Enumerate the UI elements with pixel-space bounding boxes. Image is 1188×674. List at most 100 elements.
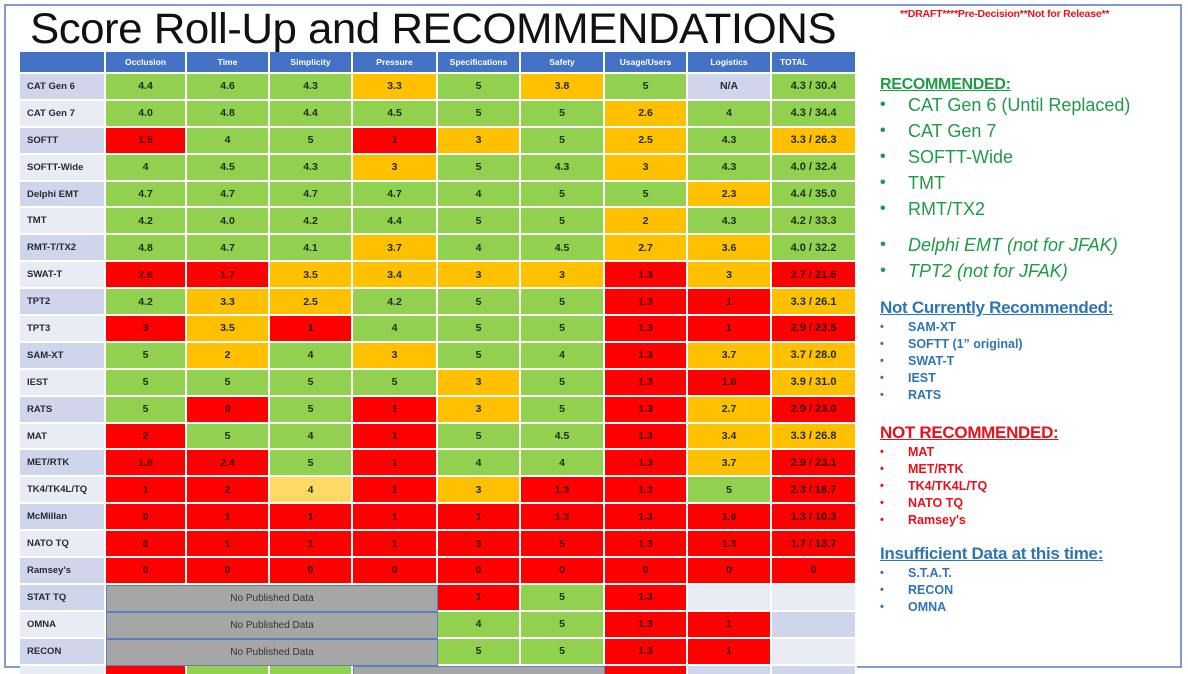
cell-safety: 5 xyxy=(521,611,605,639)
cell-specifications: 5 xyxy=(438,154,521,182)
cell-logistics-empty xyxy=(688,584,772,612)
cell-safety: 5 xyxy=(521,289,605,317)
cell-pressure: 4.2 xyxy=(353,289,438,317)
bullet-icon: • xyxy=(880,496,884,509)
cell-total-empty xyxy=(772,638,857,666)
cell-total: 2.9 / 23.5 xyxy=(772,316,857,343)
cell-occlusion: 0 xyxy=(106,531,187,559)
cell-logistics: 1.6 xyxy=(688,504,772,532)
cell-specifications: 5 xyxy=(438,638,521,666)
cell-logistics: 3.6 xyxy=(688,235,772,263)
page-title: Score Roll-Up and RECOMMENDATIONS xyxy=(30,5,837,53)
cell-simplicity: 1 xyxy=(270,531,353,559)
cell-occlusion: 4.2 xyxy=(106,208,187,236)
table-row: CAT Gen 7 4.0 4.8 4.4 4.5 5 5 2.6 4 4.3 / 34.4 xyxy=(20,100,857,128)
cell-time: 2 xyxy=(187,342,270,370)
cell-total: 2.3 / 18.7 xyxy=(772,477,857,505)
cell-pressure: 4 xyxy=(353,316,438,343)
table-row: SOFTT 1.5 4 5 1 3 5 2.5 4.3 3.3 / 26.3 xyxy=(20,127,857,155)
cell-total: 0 xyxy=(772,558,857,585)
cell-pressure: 1 xyxy=(353,396,438,424)
bullet-icon: • xyxy=(880,479,884,492)
cell-logistics: 5 xyxy=(688,477,772,505)
not-recommended-heading: NOT RECOMMENDED: xyxy=(880,423,1059,442)
cell-safety: 3.8 xyxy=(521,74,605,101)
bullet-icon: • xyxy=(880,583,884,596)
table-row: TK4/TK4L/TQ 1 2 4 1 3 1.3 1.3 5 2.3 / 18.7 xyxy=(20,477,857,505)
cell-usage-users: 1.3 xyxy=(605,531,688,559)
row-label: Delphi EMT xyxy=(20,181,106,209)
cell-usage-users: 1.3 xyxy=(605,342,688,370)
cell-occlusion: 1 xyxy=(106,477,187,505)
cell-usage-users: 1.3 xyxy=(605,423,688,451)
score-table: Occlusion Time Simplicity Pressure Speci… xyxy=(20,52,857,674)
cell-simplicity: 0 xyxy=(270,558,353,585)
row-label: RMT-T/TX2 xyxy=(20,235,106,263)
cell-pressure: 3.3 xyxy=(353,74,438,101)
cell-time: 5 xyxy=(187,423,270,451)
cell-occlusion: 0 xyxy=(106,558,187,585)
cell-time: 5 xyxy=(187,369,270,397)
column-header-occlusion: Occlusion xyxy=(106,52,187,72)
cell-occlusion: 3 xyxy=(106,316,187,343)
cell-time: 4 xyxy=(187,665,270,674)
cell-simplicity: 4.2 xyxy=(270,208,353,236)
row-label: RECON xyxy=(20,638,106,666)
bullet-icon: • xyxy=(880,337,884,350)
cell-safety: 4.5 xyxy=(521,235,605,263)
cell-time: 3.5 xyxy=(187,316,270,343)
cell-specifications: 4 xyxy=(438,450,521,478)
cell-total: 2.7 / 21.6 xyxy=(772,262,857,290)
cell-total: 4.2 / 33.3 xyxy=(772,208,857,236)
cell-specifications: 3 xyxy=(438,477,521,505)
insufficient-data-heading: Insufficient Data at this time: xyxy=(880,544,1104,563)
cell-time: 3.3 xyxy=(187,289,270,317)
no-data-cell: No Published Data xyxy=(106,638,438,666)
cell-logistics: 2.7 xyxy=(688,396,772,424)
cell-occlusion: 4.4 xyxy=(106,74,187,101)
cell-specifications: 1 xyxy=(438,584,521,612)
not-currently-recommended-heading: Not Currently Recommended: xyxy=(880,298,1114,317)
bullet-icon: • xyxy=(880,445,884,458)
cell-simplicity: 5 xyxy=(270,369,353,397)
cell-time: 0 xyxy=(187,396,270,424)
cell-specifications: 4 xyxy=(438,235,521,263)
row-label: IEST xyxy=(20,369,106,397)
cell-safety: 5 xyxy=(521,531,605,559)
cell-usage-users: 2 xyxy=(605,208,688,236)
column-header-safety: Safety xyxy=(521,52,605,72)
cell-simplicity: 4.1 xyxy=(270,235,353,263)
bullet-icon: • xyxy=(880,600,884,613)
row-label: CAT Gen 7 xyxy=(20,100,106,128)
bullet-icon: • xyxy=(880,371,884,384)
cell-pressure: 4.7 xyxy=(353,181,438,209)
column-header-specifications: Specifications xyxy=(438,52,521,72)
list-item: • TK4/TK4L/TQ xyxy=(880,478,988,493)
cell-pressure: 3.4 xyxy=(353,262,438,290)
cell-usage-users: 1.3 xyxy=(605,450,688,478)
row-label: RATS xyxy=(20,396,106,424)
cell-usage-users: 2.7 xyxy=(605,235,688,263)
table-row: Ramsey's 0 0 0 0 0 0 0 0 0 xyxy=(20,558,857,585)
cell-usage-users: 1.3 xyxy=(605,262,688,290)
list-item: • MAT xyxy=(880,444,935,459)
row-label: TPT3 xyxy=(20,316,106,343)
cell-logistics: 1 xyxy=(688,611,772,639)
row-label: USGI SATS xyxy=(20,665,106,674)
table-row: MET/RTK 1.8 2.4 5 1 4 4 1.3 3.7 2.9 / 23.1 xyxy=(20,450,857,478)
cell-logistics: 0 xyxy=(688,558,772,585)
cell-time: 4 xyxy=(187,127,270,155)
list-item: • RMT/TX2 xyxy=(880,198,986,219)
cell-specifications: 4 xyxy=(438,181,521,209)
cell-simplicity: 2.5 xyxy=(270,289,353,317)
bullet-icon: • xyxy=(880,122,886,139)
table-row: CAT Gen 6 4.4 4.6 4.3 3.3 5 3.8 5 N/A 4.3 / 30.4 xyxy=(20,74,857,101)
table-row: SWAT-T 2.6 1.7 3.5 3.4 3 3 1.3 3 2.7 / 21.6 xyxy=(20,262,857,290)
not-recommended-list: • MAT • MET/RTK • TK4/TK4L/TQ • NATO TQ • Ram… xyxy=(880,443,1180,528)
no-data-cell: No Published Data xyxy=(106,611,438,639)
cell-specifications: 4 xyxy=(438,611,521,639)
table-row: TMT 4.2 4.0 4.2 4.4 5 5 2 4.3 4.2 / 33.3 xyxy=(20,208,857,236)
cell-safety: 5 xyxy=(521,369,605,397)
cell-specifications: 5 xyxy=(438,100,521,128)
scored-rows: CAT Gen 6 4.4 4.6 4.3 3.3 5 3.8 5 N/A 4.3 / 30.4 C… xyxy=(20,74,857,585)
